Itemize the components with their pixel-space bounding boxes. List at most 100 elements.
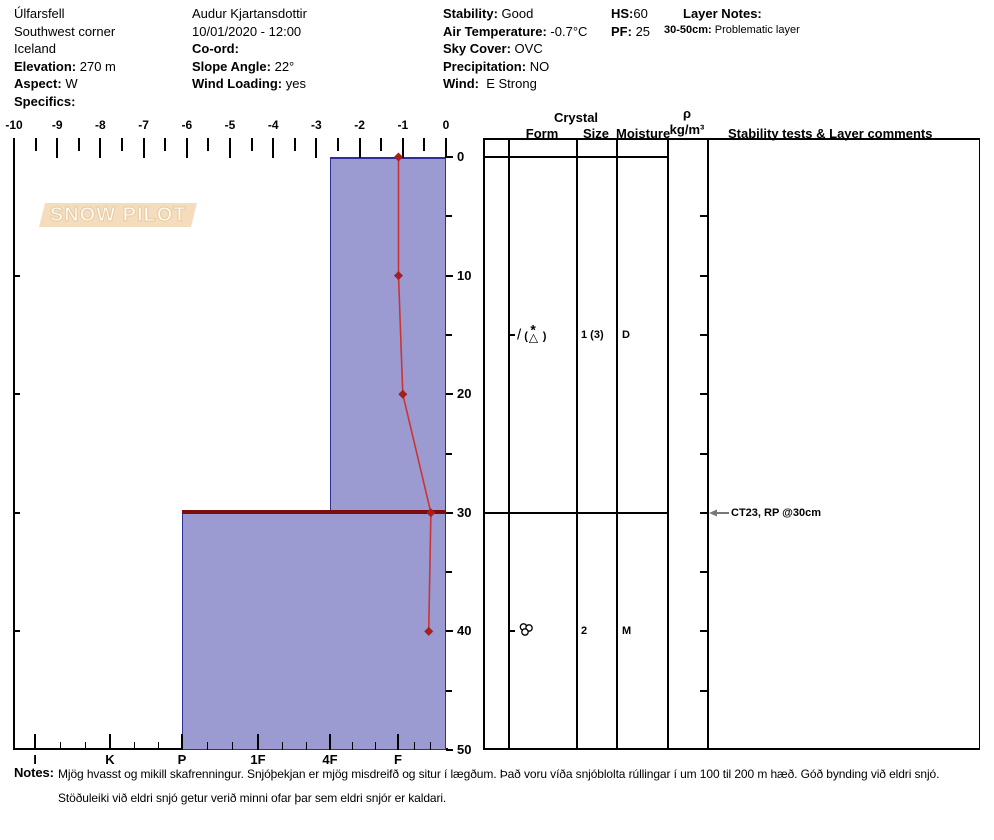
stability-line: Stability: Good (443, 5, 587, 23)
size-header: Size (582, 126, 609, 141)
snow-layer-bar (182, 512, 446, 750)
comments-depth-tick (700, 511, 707, 514)
panel-layer-boundary-line (483, 512, 667, 514)
depth-axis-tick (446, 689, 452, 692)
hardness-axis-label: F (394, 752, 402, 767)
depth-axis-tick (446, 156, 453, 158)
hardness-axis-tick (397, 734, 399, 750)
observer-name: Audur Kjartansdottir (192, 6, 307, 21)
problematic-layer-line (182, 509, 446, 514)
wind-line: Wind: E Strong (443, 75, 587, 93)
aspect-value: W (65, 76, 78, 91)
panel-border-comments (707, 138, 709, 750)
air-temp-line: Air Temperature: -0.7°C (443, 23, 587, 41)
temp-axis-tick (272, 138, 275, 158)
depth-axis-tick (446, 274, 453, 277)
temp-axis-tick (142, 138, 145, 158)
panel-right-border (978, 138, 980, 750)
depth-axis-label: 0 (457, 149, 465, 164)
hs-line: HS:60 (611, 5, 650, 23)
hardness-minor-tick (305, 742, 307, 750)
observation-datetime: 10/01/2020 - 12:00 (192, 23, 302, 39)
hardness-minor-tick (84, 742, 86, 750)
depth-axis-label: 20 (457, 386, 472, 402)
form-header: Form (525, 126, 559, 141)
comments-depth-tick (700, 274, 707, 277)
temp-axis-label: -4 (267, 118, 279, 132)
temp-axis-tick (358, 138, 361, 158)
comments-depth-tick (700, 215, 707, 218)
header-conditions-block: Stability: Good Air Temperature: -0.7°C … (443, 5, 587, 93)
hardness-minor-tick (413, 742, 415, 750)
hardness-minor-tick (157, 742, 159, 750)
hardness-axis-tick (181, 734, 183, 750)
temp-axis-tick (445, 138, 447, 158)
pf-line: PF: 25 (611, 23, 650, 41)
precip-line: Precipitation: NO (443, 58, 587, 76)
hardness-minor-tick (206, 742, 208, 750)
mf-cluster-icon (519, 623, 533, 637)
wind-label: Wind: (443, 76, 479, 91)
depth-axis-tick (446, 571, 452, 574)
depth-axis-tick (446, 630, 453, 633)
temp-axis-tick (380, 138, 383, 151)
temp-axis-tick (207, 138, 210, 151)
aspect-line: Aspect: W (14, 75, 116, 93)
comments-depth-tick (700, 452, 707, 455)
comments-depth-tick (700, 630, 707, 633)
density-symbol-header: ρ (682, 106, 692, 121)
wind-loading-label: Wind Loading: (192, 76, 283, 91)
depth-axis-tick (446, 749, 453, 751)
grain-form-cell (518, 623, 534, 640)
depth-tick-left (14, 630, 20, 633)
density-unit-header: kg/m³ (669, 122, 705, 137)
hardness-axis-label: 1F (250, 752, 266, 767)
hardness-minor-tick (429, 742, 431, 750)
temp-axis-tick (337, 138, 339, 151)
grain-form-cell: / ( * △ ) (517, 321, 547, 345)
precip-label: Precipitation: (443, 58, 527, 74)
panel-border-moisture (616, 138, 618, 750)
plot-left-border (13, 140, 15, 750)
slope-line: Slope Angle: 22° (192, 58, 307, 76)
pp-star-graupel-icon: * △ (528, 321, 539, 345)
location-name: Úlfarsfell (14, 6, 65, 21)
temp-axis-label: -10 (5, 118, 23, 132)
hardness-axis-label: 4F (322, 752, 338, 767)
hardness-minor-tick (281, 742, 283, 750)
wind-value: E Strong (486, 76, 537, 91)
depth-axis-label: 30 (457, 504, 472, 520)
panel-bottom-border (483, 748, 980, 750)
temp-axis-label: -3 (311, 118, 322, 132)
air-temp-value: -0.7°C (550, 23, 588, 39)
depth-axis-tick (446, 333, 452, 336)
panel-surface-line (483, 156, 667, 158)
comments-depth-tick (700, 333, 707, 336)
hs-label: HS: (611, 6, 634, 21)
temp-axis-label: -6 (181, 118, 193, 132)
df-slash-icon: / (517, 326, 522, 344)
temp-axis-tick (99, 138, 102, 158)
wind-loading-line: Wind Loading: yes (192, 75, 307, 93)
elevation-value: 270 m (79, 58, 116, 74)
pf-label: PF: (611, 23, 632, 39)
sky-cover-value: OVC (514, 41, 543, 56)
layer-notes-title: Layer Notes: (683, 6, 762, 21)
grain-moisture-cell: D (622, 328, 630, 341)
comments-depth-tick (700, 393, 707, 396)
hardness-minor-tick (133, 742, 135, 750)
temp-axis-tick (164, 138, 167, 151)
crystal-header: Crystal (553, 110, 599, 125)
moisture-header: Moisture (616, 126, 671, 141)
temp-axis-label: -8 (95, 118, 106, 132)
hardness-axis-tick (109, 734, 111, 750)
stability-test-entry: CT23, RP @30cm (709, 507, 821, 519)
specifics-label: Specifics: (14, 93, 76, 109)
temp-axis-tick (121, 138, 123, 151)
notes-line1: Mjög hvasst og mikill skafrenningur. Snj… (58, 767, 940, 781)
comments-depth-tick (700, 689, 707, 692)
temp-axis-tick (315, 138, 318, 158)
temp-axis-tick (13, 138, 15, 158)
